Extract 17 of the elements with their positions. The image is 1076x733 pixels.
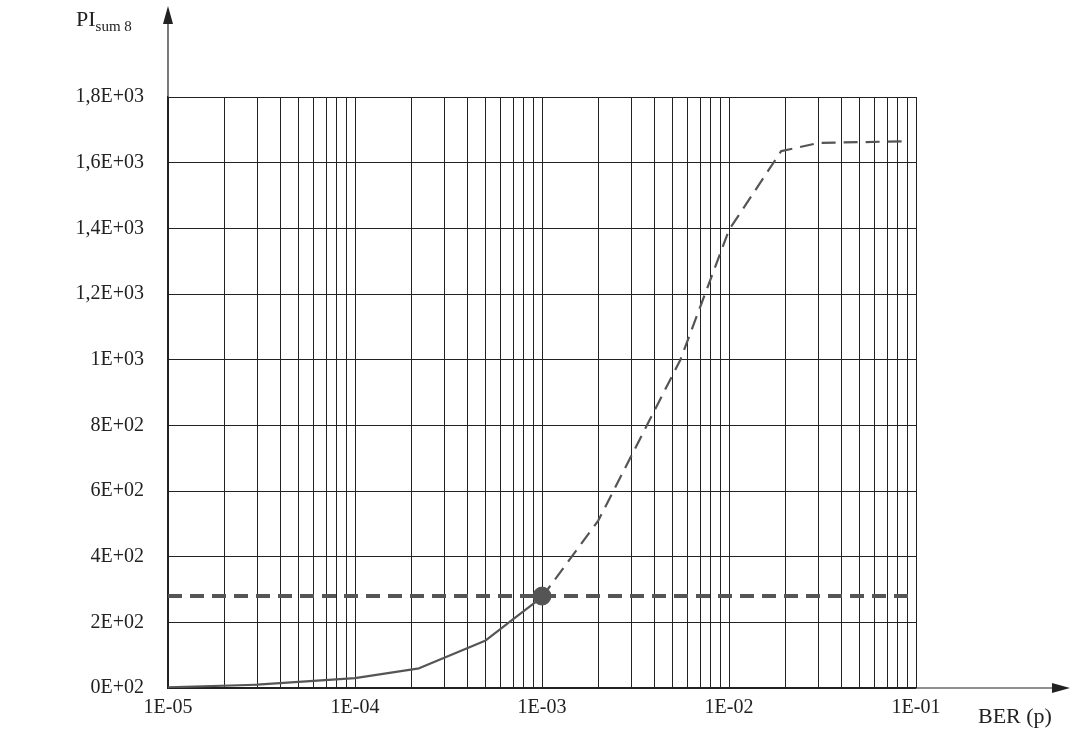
y-tick-label: 1,4E+03 [75,215,144,238]
x-tick-label: 1E-01 [891,695,941,718]
x-tick-label: 1E-02 [704,695,754,718]
y-tick-label: 0E+02 [90,675,144,698]
y-tick-label: 8E+02 [90,412,144,435]
y-tick-label: 1E+03 [90,346,144,369]
x-tick-label: 1E-05 [143,695,193,718]
y-tick-label: 6E+02 [90,478,144,501]
y-tick-label: 4E+02 [90,543,144,566]
y-tick-label: 2E+02 [90,609,144,632]
y-tick-label: 1,2E+03 [75,281,144,304]
y-axis-title: PI$_{sum 8}$ [76,6,132,36]
y-tick-label: 1,8E+03 [75,84,144,107]
x-tick-label: 1E-04 [330,695,380,718]
x-tick-label: 1E-03 [517,695,567,718]
y-tick-label: 1,6E+03 [75,149,144,172]
x-axis-title: BER (p) [978,703,1052,729]
